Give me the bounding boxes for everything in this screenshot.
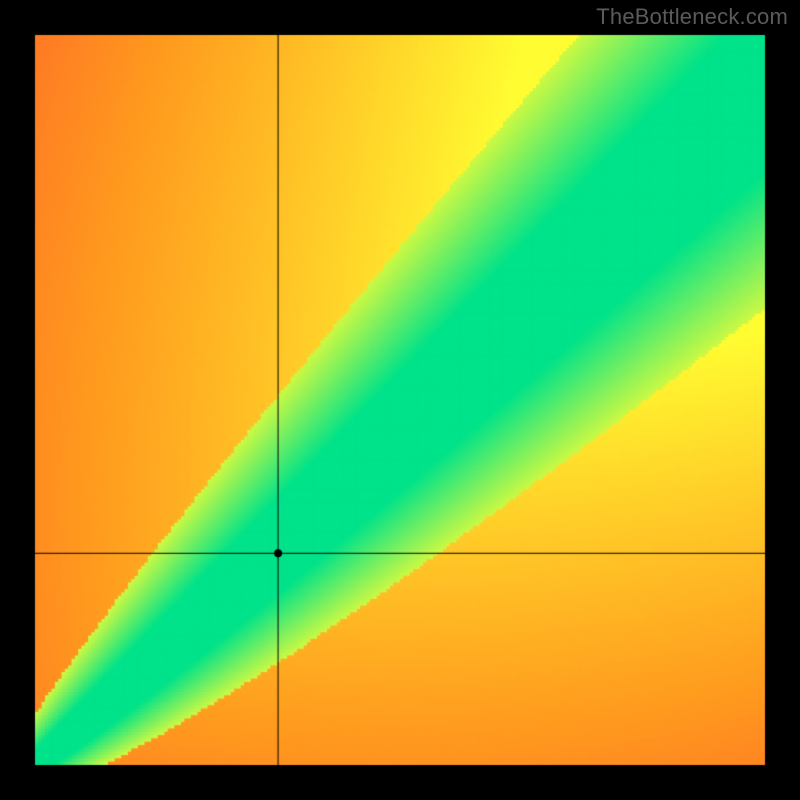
bottleneck-heatmap xyxy=(0,0,800,800)
chart-container: TheBottleneck.com xyxy=(0,0,800,800)
attribution-label: TheBottleneck.com xyxy=(596,4,788,30)
